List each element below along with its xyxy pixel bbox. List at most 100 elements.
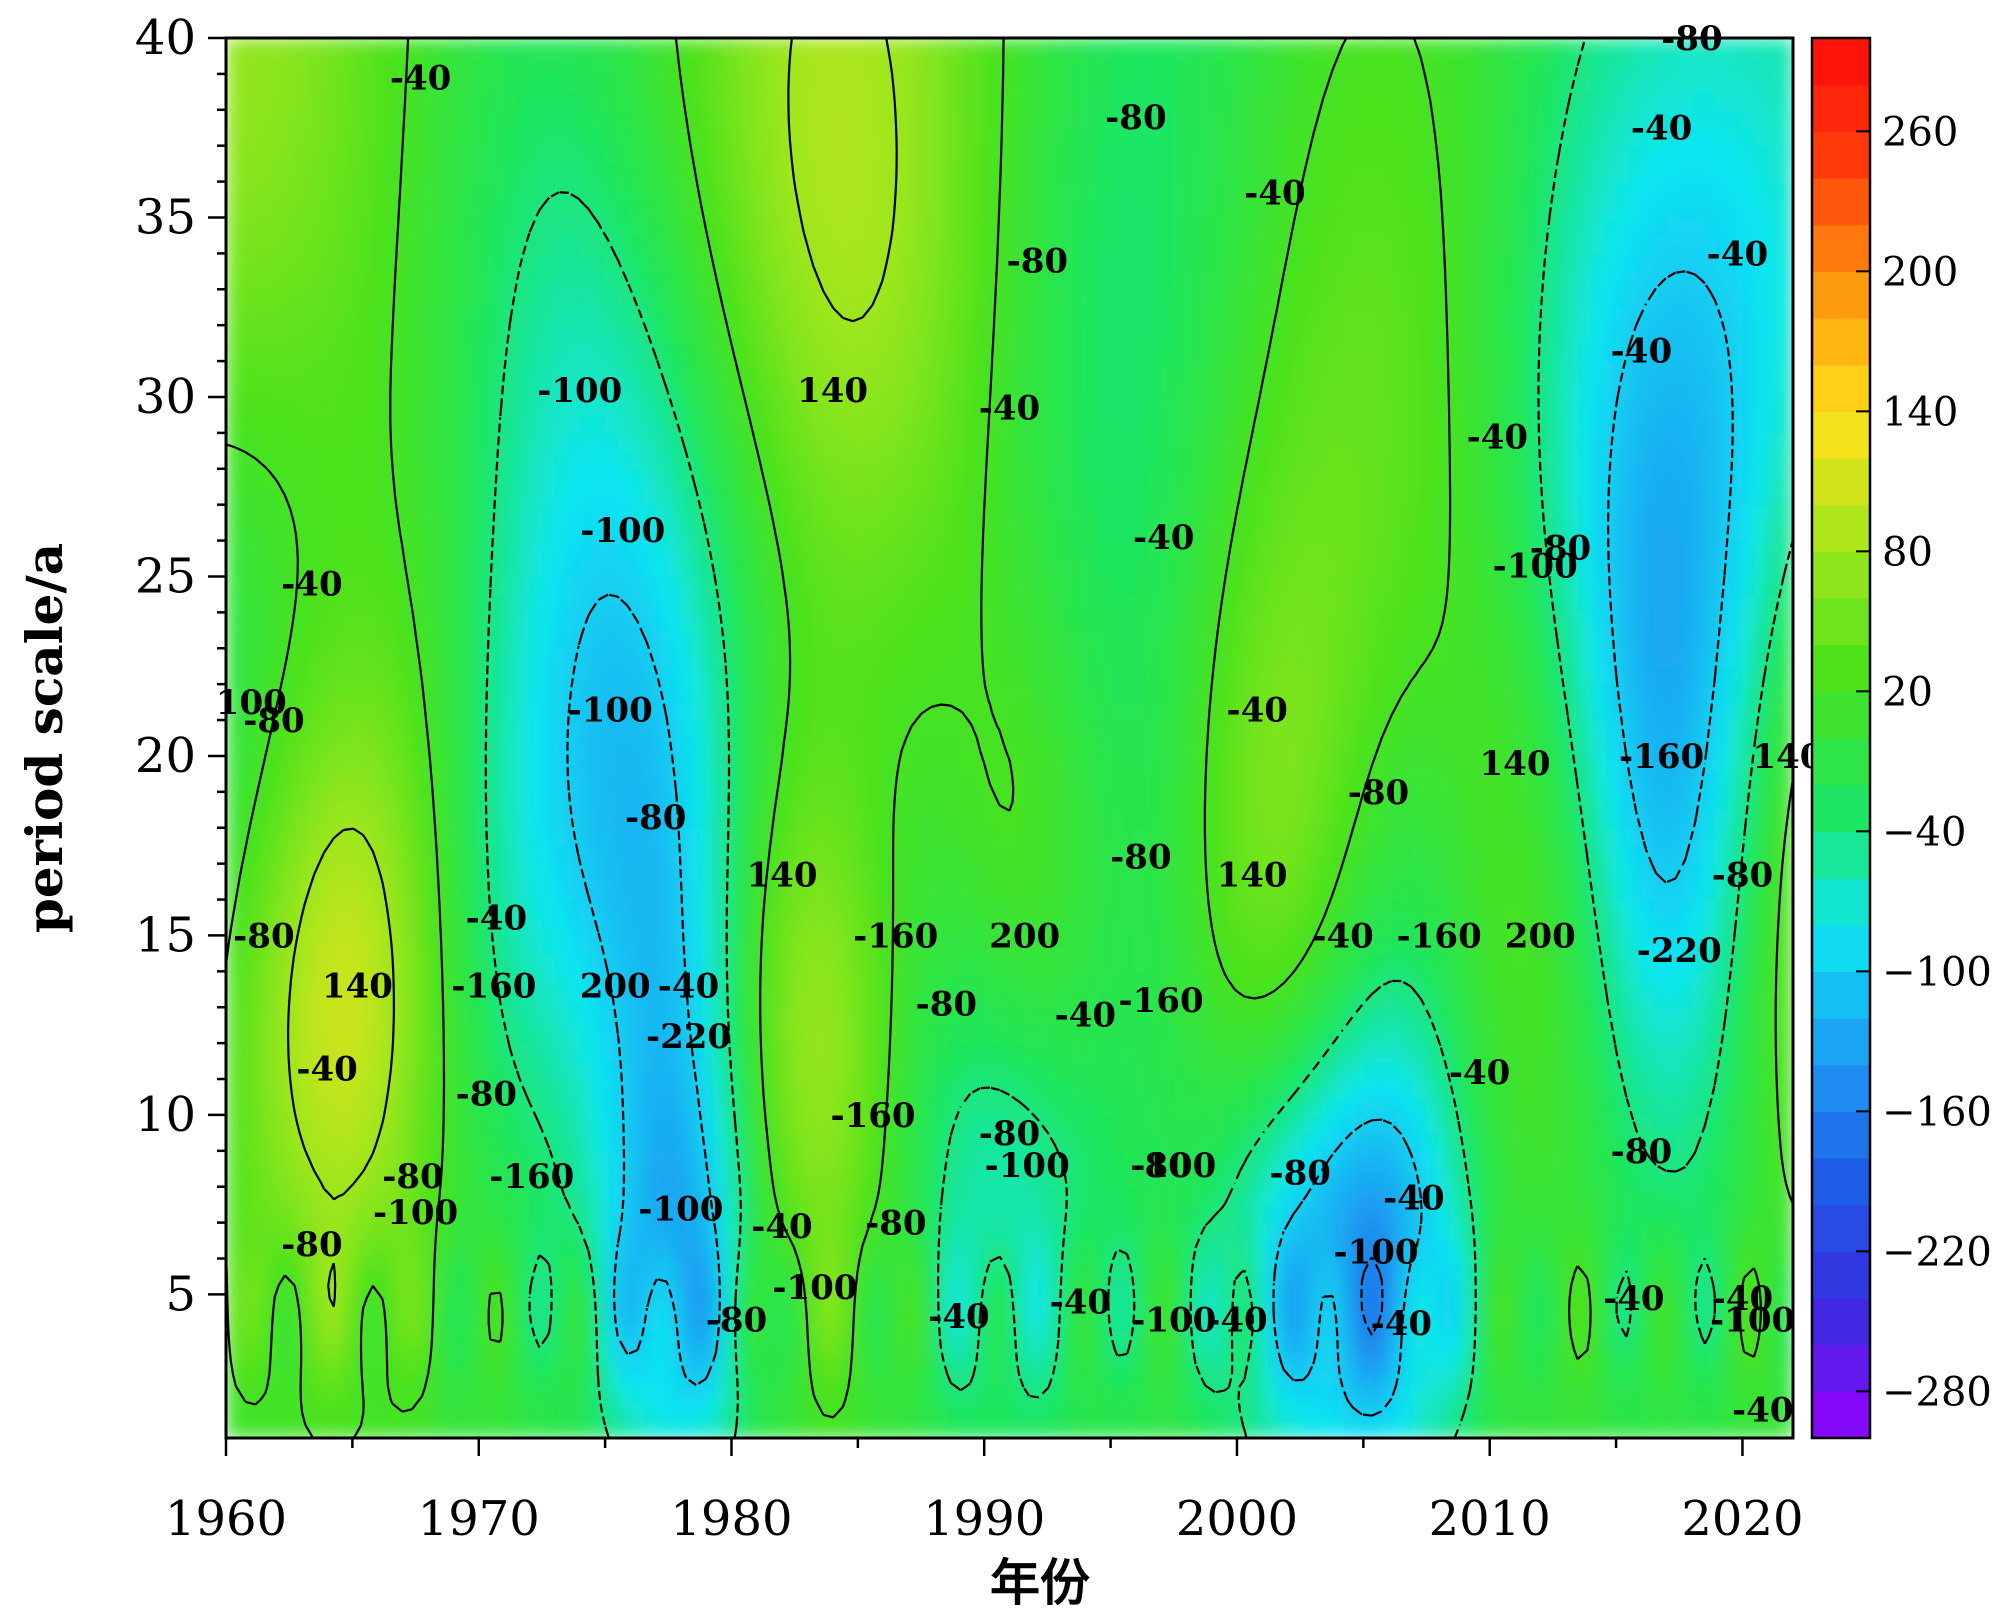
heatmap-cell xyxy=(706,881,720,901)
heatmap-cell xyxy=(807,1222,821,1242)
heatmap-cell xyxy=(680,594,695,614)
heatmap-cell xyxy=(365,1204,379,1224)
heatmap-cell xyxy=(504,1007,518,1026)
heatmap-cell xyxy=(567,361,581,380)
heatmap-cell xyxy=(516,1240,531,1260)
heatmap-cell xyxy=(921,1330,935,1350)
heatmap-cell xyxy=(984,504,998,524)
heatmap-cell xyxy=(301,1402,316,1421)
heatmap-cell xyxy=(365,773,379,793)
heatmap-cell xyxy=(668,522,682,542)
heatmap-cell xyxy=(794,666,809,685)
heatmap-cell xyxy=(453,325,467,344)
heatmap-cell xyxy=(819,468,834,488)
heatmap-cell xyxy=(327,199,341,219)
heatmap-cell xyxy=(289,738,303,757)
heatmap-cell xyxy=(466,558,480,578)
heatmap-cell xyxy=(807,522,821,542)
heatmap-cell xyxy=(996,1312,1011,1332)
heatmap-cell xyxy=(668,361,682,380)
heatmap-cell xyxy=(718,1420,733,1438)
heatmap-cell xyxy=(226,55,240,75)
heatmap-cell xyxy=(238,1258,253,1278)
heatmap-cell xyxy=(453,1276,467,1296)
heatmap-cell xyxy=(680,1079,695,1098)
heatmap-cell xyxy=(756,558,771,578)
heatmap-cell xyxy=(579,217,594,237)
heatmap-cell xyxy=(289,1168,303,1188)
heatmap-cell xyxy=(731,217,745,237)
heatmap-cell xyxy=(516,809,531,829)
heatmap-cell xyxy=(744,253,758,273)
heatmap-cell xyxy=(895,361,910,380)
heatmap-cell xyxy=(390,630,404,650)
heatmap-cell xyxy=(504,971,518,991)
heatmap-cell xyxy=(592,1114,606,1134)
heatmap-cell xyxy=(958,576,973,596)
heatmap-cell xyxy=(908,738,922,757)
heatmap-cell xyxy=(617,630,632,650)
heatmap-cell xyxy=(643,1348,657,1368)
heatmap-cell xyxy=(769,1043,783,1062)
heatmap-cell xyxy=(617,307,632,326)
heatmap-cell xyxy=(339,935,354,955)
heatmap-cell xyxy=(402,1348,417,1368)
heatmap-cell xyxy=(933,630,948,650)
heatmap-cell xyxy=(643,576,657,596)
heatmap-cell xyxy=(971,379,986,398)
heatmap-cell xyxy=(946,361,960,380)
heatmap-cell xyxy=(251,576,265,596)
heatmap-cell xyxy=(226,989,240,1009)
heatmap-cell xyxy=(339,863,354,883)
heatmap-cell xyxy=(263,630,278,650)
heatmap-cell xyxy=(554,720,568,739)
heatmap-cell xyxy=(984,630,998,650)
heatmap-cell xyxy=(504,361,518,380)
heatmap-cell xyxy=(390,1096,404,1116)
heatmap-cell xyxy=(908,791,922,811)
heatmap-cell xyxy=(491,738,505,757)
heatmap-cell xyxy=(832,648,847,668)
heatmap-cell xyxy=(971,109,986,129)
heatmap-cell xyxy=(402,935,417,955)
heatmap-cell xyxy=(1009,576,1023,596)
heatmap-cell xyxy=(327,738,341,757)
heatmap-cell xyxy=(996,1330,1011,1350)
heatmap-cell xyxy=(390,289,404,309)
heatmap-cell xyxy=(984,1204,998,1224)
heatmap-cell xyxy=(226,755,240,775)
heatmap-cell xyxy=(541,702,556,721)
heatmap-cell xyxy=(832,1222,847,1242)
heatmap-cell xyxy=(504,1079,518,1098)
heatmap-cell xyxy=(352,396,366,416)
heatmap-cell xyxy=(617,845,632,865)
heatmap-cell xyxy=(289,253,303,273)
heatmap-cell xyxy=(706,630,720,650)
heatmap-cell xyxy=(643,199,657,219)
heatmap-cell xyxy=(251,1061,265,1080)
heatmap-cell xyxy=(857,845,872,865)
heatmap-cell xyxy=(440,845,455,865)
heatmap-cell xyxy=(946,1025,960,1044)
heatmap-cell xyxy=(352,1366,366,1385)
heatmap-cell xyxy=(845,1402,859,1421)
heatmap-cell xyxy=(769,1294,783,1314)
heatmap-cell xyxy=(390,1186,404,1206)
heatmap-cell xyxy=(466,935,480,955)
heatmap-cell xyxy=(693,971,708,991)
heatmap-cell xyxy=(668,738,682,757)
heatmap-cell xyxy=(845,55,859,75)
heatmap-cell xyxy=(832,199,847,219)
heatmap-cell xyxy=(832,1240,847,1260)
heatmap-cell xyxy=(516,899,531,919)
heatmap-cell xyxy=(579,666,594,685)
heatmap-cell xyxy=(643,702,657,721)
heatmap-cell xyxy=(946,791,960,811)
heatmap-cell xyxy=(807,720,821,739)
heatmap-cell xyxy=(630,809,644,829)
heatmap-cell xyxy=(352,1276,366,1296)
heatmap-cell xyxy=(226,971,240,991)
heatmap-cell xyxy=(718,702,733,721)
heatmap-cell xyxy=(415,971,429,991)
heatmap-cell xyxy=(516,648,531,668)
